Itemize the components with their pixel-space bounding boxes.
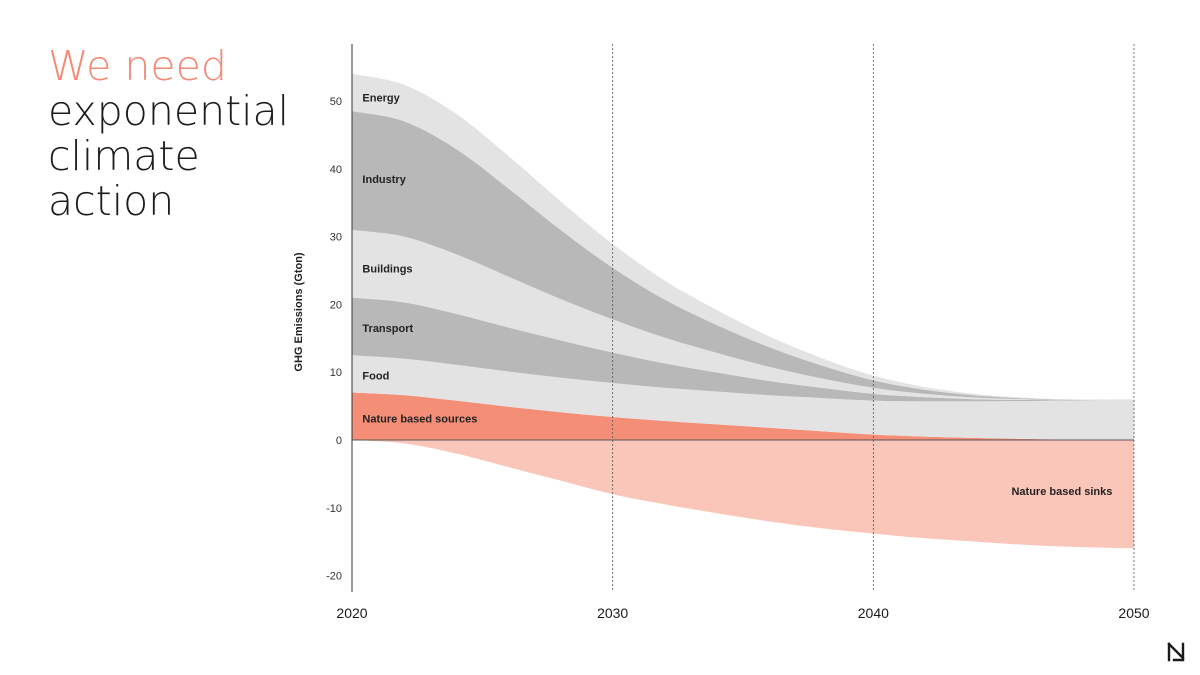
- y-tick-label: 50: [330, 96, 342, 108]
- y-tick-label: 10: [330, 367, 342, 379]
- band-label-food: Food: [362, 371, 389, 383]
- band-label-industry: Industry: [362, 174, 406, 186]
- x-tick-label: 2020: [336, 605, 367, 621]
- area-energy: [352, 73, 1134, 400]
- y-tick-label: -20: [326, 571, 342, 583]
- band-label-buildings: Buildings: [362, 263, 412, 275]
- area-nature-based-sinks: [352, 440, 1134, 549]
- band-label-energy: Energy: [362, 93, 400, 105]
- label-layer: Energy Industry Buildings Transport Food Natu…: [362, 93, 1112, 498]
- headline-line-4: action: [48, 177, 175, 225]
- area-industry: [352, 111, 1134, 400]
- y-tick-label: 20: [330, 299, 342, 311]
- x-tick-label: 2030: [597, 605, 628, 621]
- area-nature-based-sources: [352, 392, 1134, 440]
- y-tick-label: 30: [330, 232, 342, 244]
- area-layer: [352, 73, 1134, 549]
- headline-line-3: climate: [48, 132, 200, 180]
- y-tick-label: 40: [330, 164, 342, 176]
- area-food: [352, 355, 1134, 440]
- band-label-nature-based-sinks: Nature based sinks: [1011, 486, 1112, 498]
- band-label-transport: Transport: [362, 323, 413, 335]
- x-tick-label: 2050: [1118, 605, 1149, 621]
- n-brand-logo-icon: [1167, 642, 1185, 662]
- band-label-nature-based-sources: Nature based sources: [362, 413, 477, 425]
- y-tick-label: -10: [326, 503, 342, 515]
- grid-layer: [612, 44, 1135, 592]
- y-axis-label: GHG Emissions (Gton): [293, 252, 305, 372]
- area-transport: [352, 297, 1134, 402]
- x-tick-label: 2040: [858, 605, 889, 621]
- headline: We need exponential climate action: [48, 44, 289, 224]
- y-tick-label: 0: [336, 435, 342, 447]
- headline-line-2: exponential: [48, 87, 290, 135]
- area-buildings: [352, 229, 1134, 401]
- headline-accent: We need: [48, 42, 227, 90]
